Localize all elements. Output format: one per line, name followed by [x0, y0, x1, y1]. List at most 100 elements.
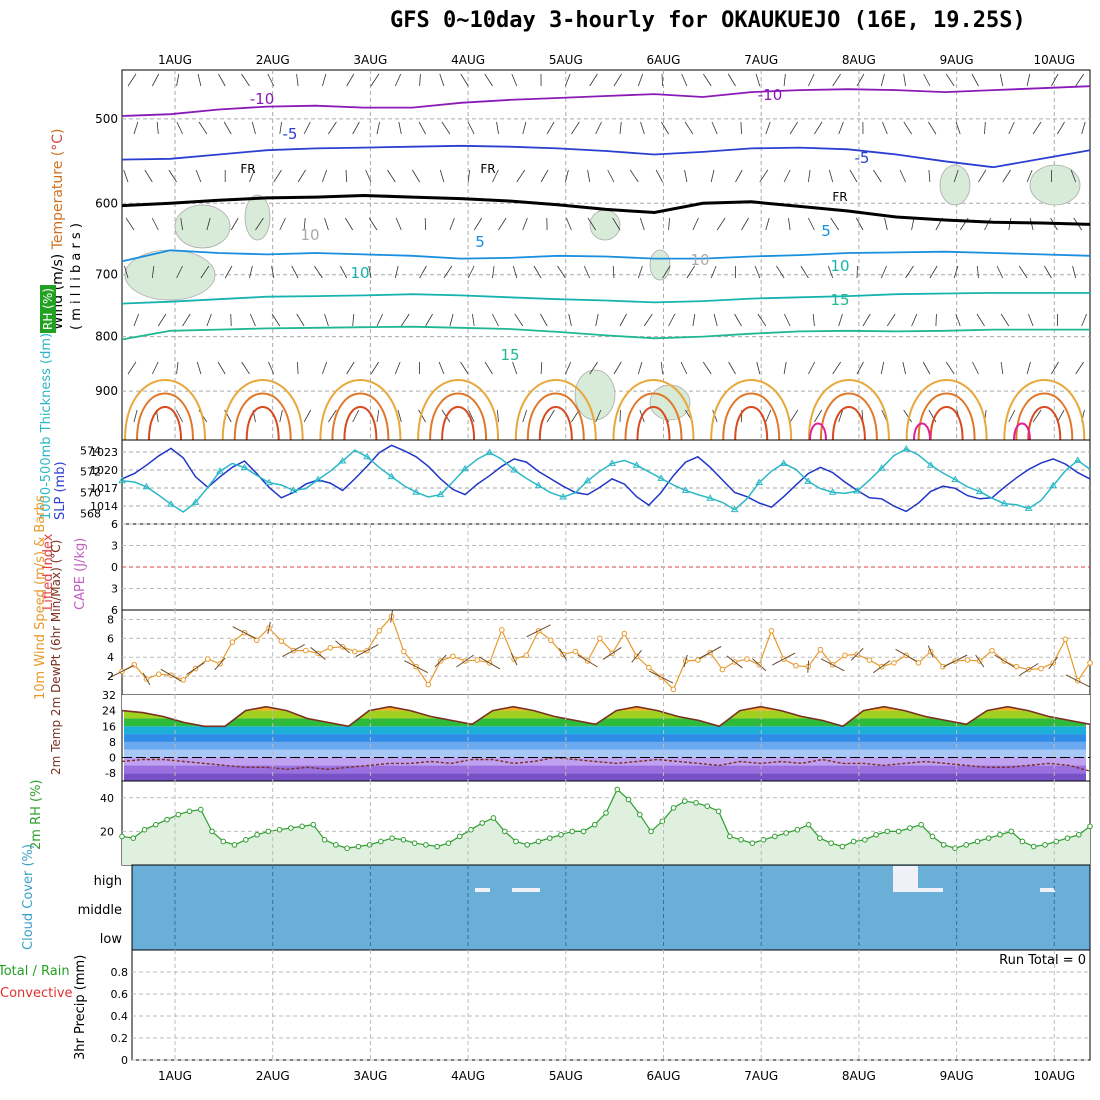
wind-barb — [468, 409, 475, 423]
temp-tick: 24 — [102, 705, 116, 718]
rh-point — [1064, 835, 1071, 841]
rh-point — [693, 800, 699, 806]
hot-isotherm — [809, 422, 827, 441]
wind-barb-10m — [282, 644, 305, 658]
temp-line — [121, 705, 1091, 728]
rh-point — [254, 831, 260, 838]
rh-axis-label: RH (%) — [41, 288, 55, 330]
wind-barb — [692, 217, 699, 231]
wind-barb — [740, 121, 742, 135]
warm-isotherm — [1027, 406, 1062, 441]
wind-barb — [198, 121, 208, 135]
wind-barb — [345, 217, 354, 231]
wind-barb — [754, 265, 761, 279]
wind-barb — [945, 73, 955, 87]
cloud-gap — [918, 888, 943, 892]
thickness-frame — [121, 439, 1091, 525]
wind-barb — [808, 361, 816, 375]
slp-marker — [681, 486, 690, 493]
y-tick-label: 600 — [95, 196, 118, 210]
rh-tick: 20 — [100, 825, 114, 838]
slp-marker — [289, 486, 298, 493]
wind-speed-point — [744, 656, 750, 662]
wind-speed-point — [768, 627, 775, 634]
wind-barb — [728, 361, 736, 375]
wind-barb — [756, 361, 761, 375]
lifted-index-tick: 3 — [111, 540, 118, 553]
wind-barb — [512, 361, 518, 375]
warm-isotherm — [1003, 379, 1086, 441]
rh-point — [1008, 828, 1015, 835]
x-date-label-bottom: 8AUG — [842, 1069, 876, 1083]
slp-marker — [730, 505, 739, 513]
wind-barb — [511, 73, 518, 87]
wind-barb — [789, 409, 799, 423]
wind-barb — [394, 265, 399, 279]
warm-isotherm — [514, 379, 597, 441]
temp-axis-label: 2m Temp 2m DewPt (6hr Min/Max) (°C) — [49, 540, 63, 775]
slp-marker — [314, 475, 322, 483]
wind-barb-10m — [390, 610, 393, 623]
isotherm-label: 10 — [690, 251, 709, 269]
slp-marker — [534, 481, 543, 489]
wind-barb — [441, 121, 451, 135]
wind-barb — [540, 361, 543, 375]
wind-barb — [1081, 121, 1086, 135]
rh-point — [197, 806, 204, 813]
wind-barb — [783, 361, 787, 375]
warm-isotherm — [929, 406, 964, 441]
warm-isotherm — [905, 379, 988, 441]
wind-barb — [352, 121, 360, 135]
wind-barb — [855, 217, 864, 231]
wind-barb — [735, 169, 743, 183]
wind-barb — [1072, 265, 1077, 279]
wind-barb-10m — [526, 624, 551, 638]
wind-barb — [903, 121, 912, 135]
wind-barb — [783, 73, 786, 87]
wind-barb-10m — [456, 654, 475, 668]
wind-barb-10m — [186, 662, 205, 675]
x-date-label: 5AUG — [549, 53, 583, 67]
wind-barb-10m — [214, 657, 226, 671]
slp-marker — [118, 476, 126, 484]
wind-barb — [928, 409, 937, 423]
wind-speed-point — [646, 664, 652, 671]
slp-marker — [265, 478, 273, 486]
wind-barb — [297, 169, 306, 183]
temp-tick: 16 — [102, 720, 116, 733]
lifted-index-tick: 6 — [111, 604, 118, 617]
isotherm-label: 10 — [350, 264, 369, 282]
x-date-label: 2AUG — [256, 53, 290, 67]
wind-axis-label: 10m Wind Speed (m/s) & Barbs — [33, 495, 48, 700]
rh-point — [591, 821, 598, 828]
wind-barb — [346, 361, 355, 375]
slp-tick: 1017 — [90, 482, 118, 495]
wind-barb — [398, 121, 402, 135]
wind-barb — [637, 73, 644, 87]
wind-barb — [595, 409, 602, 423]
isotherm-label: 5 — [475, 233, 485, 251]
wind-speed-point — [817, 646, 824, 653]
x-date-label-bottom: 2AUG — [256, 1069, 290, 1083]
wind-barb — [449, 313, 454, 327]
wind-speed-point — [376, 627, 383, 634]
wind-barb — [976, 313, 985, 327]
x-date-label: 8AUG — [842, 53, 876, 67]
rh-point — [220, 838, 227, 845]
wind-barb — [923, 73, 931, 87]
rh-point — [918, 821, 924, 828]
rh-point — [558, 831, 564, 838]
temp-band — [124, 741, 1086, 750]
wind-barb — [684, 169, 688, 183]
wind-barb — [911, 217, 915, 231]
wind-barb — [492, 169, 499, 183]
rh-point — [119, 833, 125, 840]
wind-speed-point — [474, 657, 481, 663]
wind-barb — [271, 313, 281, 327]
slp-marker — [877, 464, 886, 471]
wind-barb — [223, 121, 232, 135]
wind-barb-10m — [267, 621, 271, 635]
rh-point — [1030, 843, 1037, 850]
wind-speed-point — [1038, 665, 1044, 672]
